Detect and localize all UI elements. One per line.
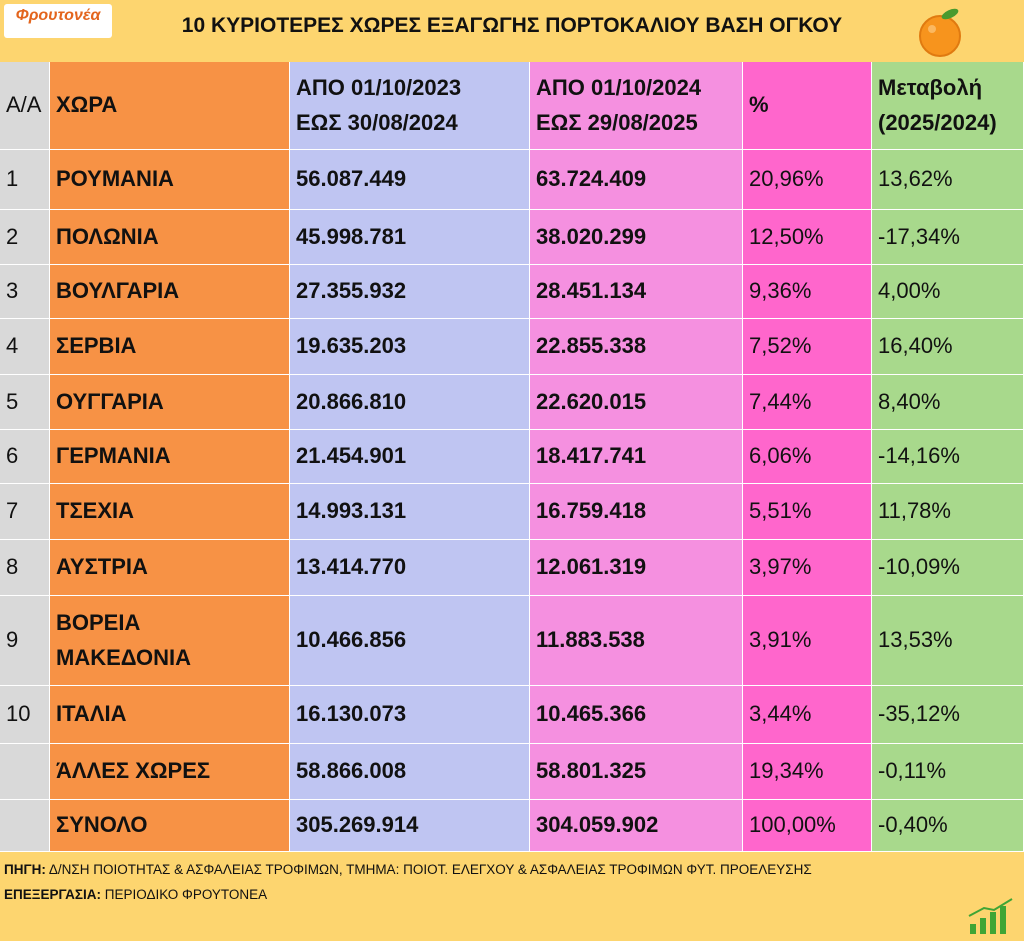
header-cell: ΑΠΟ 01/10/2024 ΕΩΣ 29/08/2025 xyxy=(530,62,743,150)
processing: ΠΕΡΙΟΔΙΚΟ ΦΡΟΥΤΟΝΕΑ xyxy=(104,887,268,902)
table-cell: 13.414.770 xyxy=(290,540,530,596)
table-cell: 63.724.409 xyxy=(530,150,743,210)
table-cell xyxy=(0,800,50,852)
table-cell: 22.855.338 xyxy=(530,319,743,375)
source-label: ΠΗΓΗ: xyxy=(4,862,46,877)
table-cell: -0,11% xyxy=(872,744,1024,800)
table-cell: -14,16% xyxy=(872,430,1024,484)
table-cell: 9,36% xyxy=(743,265,872,319)
table-cell: -35,12% xyxy=(872,686,1024,744)
table-cell: ΣΥΝΟΛΟ xyxy=(50,800,290,852)
table-cell: 12,50% xyxy=(743,210,872,265)
header-cell: ΑΠΟ 01/10/2023 ΕΩΣ 30/08/2024 xyxy=(290,62,530,150)
table-cell: 305.269.914 xyxy=(290,800,530,852)
table-cell: 16.759.418 xyxy=(530,484,743,540)
table-cell: 3 xyxy=(0,265,50,319)
table-cell: 11,78% xyxy=(872,484,1024,540)
table-cell: 27.355.932 xyxy=(290,265,530,319)
table-cell: 14.993.131 xyxy=(290,484,530,540)
table-cell: 20,96% xyxy=(743,150,872,210)
table-cell: 7,44% xyxy=(743,375,872,430)
table-cell: 11.883.538 xyxy=(530,596,743,686)
table-cell: 6,06% xyxy=(743,430,872,484)
table-cell: 19.635.203 xyxy=(290,319,530,375)
table-cell: 56.087.449 xyxy=(290,150,530,210)
table-cell: 45.998.781 xyxy=(290,210,530,265)
table-cell: 16,40% xyxy=(872,319,1024,375)
header-cell: ΧΩΡΑ xyxy=(50,62,290,150)
table-cell: -0,40% xyxy=(872,800,1024,852)
table-cell: ΒΟΥΛΓΑΡΙΑ xyxy=(50,265,290,319)
table-cell: 58.801.325 xyxy=(530,744,743,800)
table-cell: 7,52% xyxy=(743,319,872,375)
table-cell: 304.059.902 xyxy=(530,800,743,852)
table-cell: 22.620.015 xyxy=(530,375,743,430)
table-cell xyxy=(0,744,50,800)
table-cell: ΤΣΕΧΙΑ xyxy=(50,484,290,540)
header-cell: % xyxy=(743,62,872,150)
table-cell: 13,62% xyxy=(872,150,1024,210)
table-cell: ΡΟΥΜΑΝΙΑ xyxy=(50,150,290,210)
table-cell: 8,40% xyxy=(872,375,1024,430)
table-cell: ΟΥΓΓΑΡΙΑ xyxy=(50,375,290,430)
logo: Φρουτονέα xyxy=(4,4,112,38)
table-cell: 12.061.319 xyxy=(530,540,743,596)
table-cell: 9 xyxy=(0,596,50,686)
header-cell: Μεταβολή (2025/2024) xyxy=(872,62,1024,150)
table-cell: 10 xyxy=(0,686,50,744)
orange-icon xyxy=(919,8,961,57)
source: Δ/ΝΣΗ ΠΟΙΟΤΗΤΑΣ & ΑΣΦΑΛΕΙΑΣ ΤΡΟΦΙΜΩΝ, ΤΜ… xyxy=(48,862,812,877)
table-cell: -10,09% xyxy=(872,540,1024,596)
table-cell: 21.454.901 xyxy=(290,430,530,484)
table-cell: 20.866.810 xyxy=(290,375,530,430)
table-cell: 28.451.134 xyxy=(530,265,743,319)
table-cell: ΑΥΣΤΡΙΑ xyxy=(50,540,290,596)
table-cell: 5 xyxy=(0,375,50,430)
title: 10 ΚΥΡΙΟΤΕΡΕΣ ΧΩΡΕΣ ΕΞΑΓΩΓΗΣ ΠΟΡΤΟΚΑΛΙΟΥ… xyxy=(181,14,843,37)
table-cell: -17,34% xyxy=(872,210,1024,265)
table-cell: ΓΕΡΜΑΝΙΑ xyxy=(50,430,290,484)
table-cell: 4,00% xyxy=(872,265,1024,319)
table-cell: ΙΤΑΛΙΑ xyxy=(50,686,290,744)
table-cell: 16.130.073 xyxy=(290,686,530,744)
table-cell: 38.020.299 xyxy=(530,210,743,265)
header-cell: Α/Α xyxy=(0,62,50,150)
table-cell: 100,00% xyxy=(743,800,872,852)
table-cell: 13,53% xyxy=(872,596,1024,686)
table-cell: 2 xyxy=(0,210,50,265)
table-cell: 10.466.856 xyxy=(290,596,530,686)
table-cell: 19,34% xyxy=(743,744,872,800)
table-cell: ΆΛΛΕΣ ΧΩΡΕΣ xyxy=(50,744,290,800)
table-cell: 18.417.741 xyxy=(530,430,743,484)
table-cell: 58.866.008 xyxy=(290,744,530,800)
table-cell: 3,91% xyxy=(743,596,872,686)
table-cell: 10.465.366 xyxy=(530,686,743,744)
source-line: ΠΗΓΗ: Δ/ΝΣΗ ΠΟΙΟΤΗΤΑΣ & ΑΣΦΑΛΕΙΑΣ ΤΡΟΦΙΜ… xyxy=(4,862,812,877)
table-cell: 3,97% xyxy=(743,540,872,596)
table-cell: 7 xyxy=(0,484,50,540)
growth-icon xyxy=(968,898,1013,934)
table-cell: ΒΟΡΕΙΑ ΜΑΚΕΔΟΝΙΑ xyxy=(50,596,290,686)
processing-label: ΕΠΕΞΕΡΓΑΣΙΑ: xyxy=(4,887,101,902)
table-cell: 6 xyxy=(0,430,50,484)
table-cell: ΣΕΡΒΙΑ xyxy=(50,319,290,375)
table-cell: 4 xyxy=(0,319,50,375)
table-cell: 5,51% xyxy=(743,484,872,540)
table-cell: ΠΟΛΩΝΙΑ xyxy=(50,210,290,265)
table-cell: 1 xyxy=(0,150,50,210)
processing-line: ΕΠΕΞΕΡΓΑΣΙΑ: ΠΕΡΙΟΔΙΚΟ ΦΡΟΥΤΟΝΕΑ xyxy=(4,887,267,902)
table-cell: 3,44% xyxy=(743,686,872,744)
table-cell: 8 xyxy=(0,540,50,596)
